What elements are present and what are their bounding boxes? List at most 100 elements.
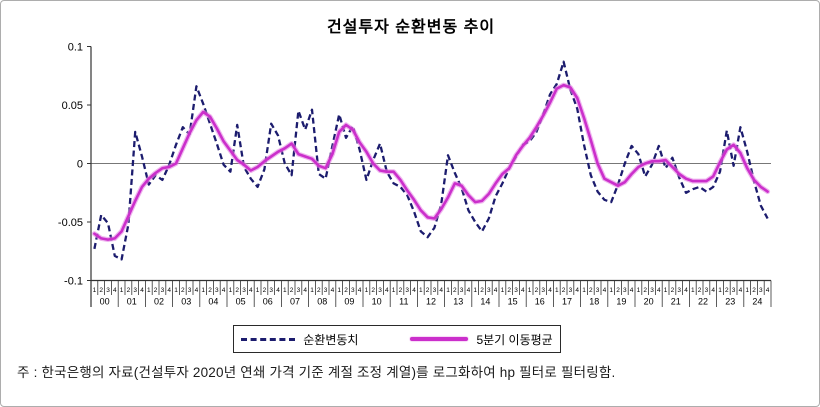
cyclical-fluctuation-chart: 0.10.050-0.05-0.11 2 3 4 1 2 3 4 1 2 3 4 1 2 3 4 1 2 3 4 1 2 3… xyxy=(58,42,772,307)
quarter-label: 2 xyxy=(371,287,375,294)
year-label: 15 xyxy=(508,297,518,307)
year-label: 11 xyxy=(399,297,408,307)
quarter-label: 3 xyxy=(596,287,600,294)
quarter-label: 4 xyxy=(548,287,552,294)
quarter-label: 3 xyxy=(405,287,409,294)
quarter-label: 1 xyxy=(501,287,505,294)
quarter-label: 2 xyxy=(535,287,539,294)
quarter-label: 4 xyxy=(276,287,280,294)
quarter-label: 4 xyxy=(195,287,199,294)
quarter-label: 4 xyxy=(167,287,171,294)
legend-label-moving-average: 5분기 이동평균 xyxy=(476,332,553,347)
year-label: 20 xyxy=(644,297,654,307)
quarter-label: 4 xyxy=(739,287,743,294)
quarter-label: 4 xyxy=(630,287,634,294)
y-axis-tick-label: 0.1 xyxy=(68,42,83,54)
quarter-label: 2 xyxy=(344,287,348,294)
year-label: 16 xyxy=(535,297,545,307)
quarter-label: 2 xyxy=(752,287,756,294)
quarter-label: 1 xyxy=(147,287,151,294)
quarter-label: 3 xyxy=(433,287,437,294)
quarter-label: 2 xyxy=(99,287,103,294)
chart-title: 건설투자 순환변동 추이 xyxy=(326,19,496,36)
year-label: 09 xyxy=(344,297,354,307)
quarter-label: 2 xyxy=(235,287,239,294)
quarter-label: 3 xyxy=(242,287,246,294)
source-footnote: 주 : 한국은행의 자료(건설투자 2020년 연쇄 가격 기준 계절 조정 계… xyxy=(17,365,616,380)
quarter-label: 1 xyxy=(419,287,423,294)
y-axis-tick-label: 0.05 xyxy=(62,100,83,112)
year-label: 19 xyxy=(616,297,626,307)
quarter-label: 3 xyxy=(487,287,491,294)
quarter-label: 1 xyxy=(283,287,287,294)
quarter-label: 1 xyxy=(637,287,641,294)
quarter-label: 1 xyxy=(120,287,124,294)
quarter-label: 1 xyxy=(609,287,613,294)
quarter-label: 3 xyxy=(650,287,654,294)
year-label: 13 xyxy=(453,297,463,307)
year-label: 22 xyxy=(698,297,708,307)
quarter-label: 4 xyxy=(331,287,335,294)
quarter-label: 2 xyxy=(643,287,647,294)
quarter-label: 2 xyxy=(671,287,675,294)
quarter-label: 3 xyxy=(161,287,165,294)
quarter-label: 3 xyxy=(378,287,382,294)
quarter-label: 3 xyxy=(188,287,192,294)
quarter-label: 2 xyxy=(154,287,158,294)
quarter-label: 2 xyxy=(698,287,702,294)
quarter-label: 1 xyxy=(229,287,233,294)
quarter-label: 4 xyxy=(140,287,144,294)
year-label: 10 xyxy=(372,297,382,307)
quarter-label: 2 xyxy=(181,287,185,294)
dashed-line-sample-icon xyxy=(241,337,296,341)
quarter-label: 1 xyxy=(365,287,369,294)
quarter-label: 2 xyxy=(263,287,267,294)
quarter-label: 2 xyxy=(127,287,131,294)
quarter-label: 1 xyxy=(174,287,178,294)
year-label: 17 xyxy=(562,297,572,307)
quarter-label: 3 xyxy=(269,287,273,294)
year-label: 07 xyxy=(290,297,300,307)
quarter-label: 1 xyxy=(93,287,97,294)
year-label: 08 xyxy=(317,297,327,307)
quarter-label: 1 xyxy=(201,287,205,294)
year-label: 04 xyxy=(208,297,218,307)
quarter-label: 1 xyxy=(392,287,396,294)
quarter-label: 1 xyxy=(446,287,450,294)
quarter-label: 1 xyxy=(582,287,586,294)
y-axis-tick-label: -0.1 xyxy=(64,276,83,288)
quarter-label: 1 xyxy=(310,287,314,294)
quarter-label: 3 xyxy=(759,287,763,294)
quarter-label: 2 xyxy=(562,287,566,294)
quarter-label: 2 xyxy=(589,287,593,294)
quarter-label: 2 xyxy=(725,287,729,294)
quarter-label: 1 xyxy=(256,287,260,294)
quarter-label: 2 xyxy=(317,287,321,294)
year-label: 24 xyxy=(752,297,762,307)
quarter-label: 3 xyxy=(705,287,709,294)
quarter-label: 4 xyxy=(113,287,117,294)
moving-average-series-line xyxy=(93,83,769,241)
quarter-label: 3 xyxy=(677,287,681,294)
year-label: 18 xyxy=(589,297,599,307)
quarter-label: 4 xyxy=(766,287,770,294)
quarter-label: 1 xyxy=(337,287,341,294)
legend-box: 순환변동치 5분기 이동평균 xyxy=(233,325,561,353)
quarter-label: 3 xyxy=(541,287,545,294)
quarter-label: 4 xyxy=(657,287,661,294)
quarter-label: 3 xyxy=(460,287,464,294)
year-label: 23 xyxy=(725,297,735,307)
quarter-label: 4 xyxy=(222,287,226,294)
solid-line-sample-icon xyxy=(410,337,469,341)
year-label: 03 xyxy=(181,297,191,307)
quarter-label: 2 xyxy=(616,287,620,294)
year-label: 02 xyxy=(154,297,164,307)
quarter-label: 2 xyxy=(208,287,212,294)
y-axis-tick-label: 0 xyxy=(77,159,83,171)
year-label: 12 xyxy=(426,297,436,307)
year-label: 01 xyxy=(127,297,137,307)
quarter-label: 2 xyxy=(426,287,430,294)
quarter-label: 3 xyxy=(732,287,736,294)
y-axis-tick-label: -0.05 xyxy=(58,217,83,229)
